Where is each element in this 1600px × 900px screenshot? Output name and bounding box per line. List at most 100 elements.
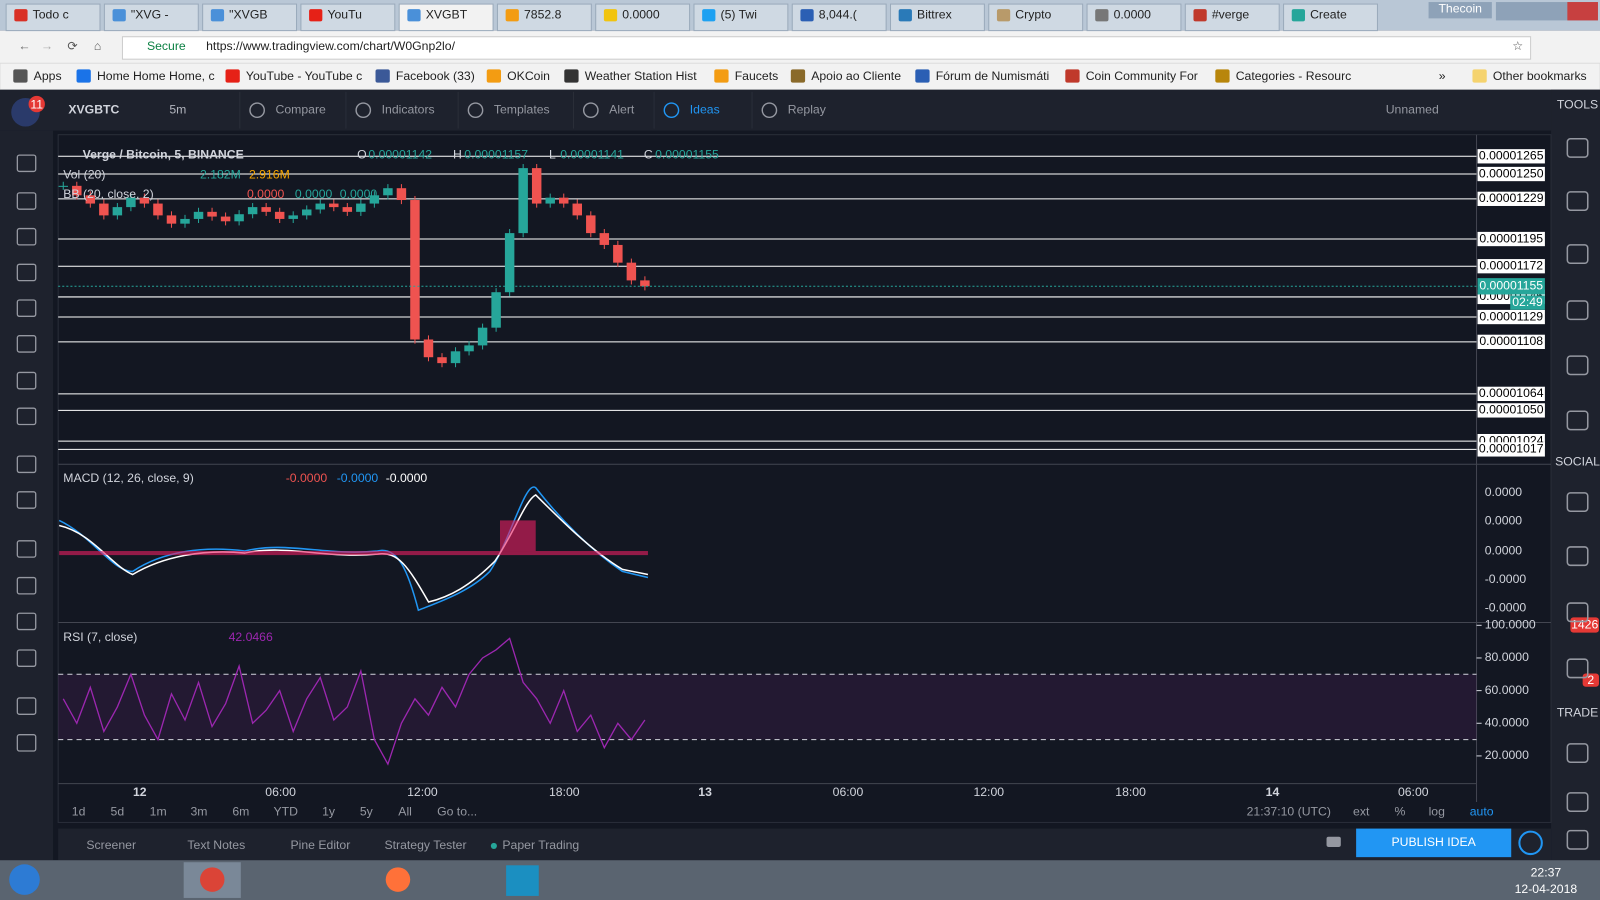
panel-icon[interactable]: [1566, 355, 1589, 376]
range-button[interactable]: YTD: [273, 804, 298, 818]
bookmark[interactable]: Fórum de Numismáti: [936, 69, 1050, 83]
price-tick-label: 0.00001195: [1479, 231, 1543, 245]
bookmark[interactable]: Categories - Resourc: [1236, 69, 1352, 83]
range-button[interactable]: 1y: [322, 804, 336, 818]
tab-icon: [309, 9, 323, 22]
start-button[interactable]: [9, 864, 40, 895]
bookmark[interactable]: »: [1439, 69, 1446, 83]
panel-icon[interactable]: [1566, 743, 1589, 764]
candle-body: [85, 195, 96, 204]
taskbar-app[interactable]: [506, 865, 539, 896]
status-item[interactable]: auto: [1470, 804, 1494, 818]
toolbar-item[interactable]: Alert: [609, 102, 635, 116]
tool-icon[interactable]: [16, 576, 37, 595]
tool-icon[interactable]: [16, 154, 37, 173]
toolbar-item[interactable]: Compare: [276, 102, 327, 116]
range-button[interactable]: 1d: [72, 804, 86, 818]
toolbar-item[interactable]: Ideas: [690, 102, 720, 116]
tab[interactable]: [202, 3, 298, 32]
bookmark[interactable]: Faucets: [735, 69, 779, 83]
back[interactable]: ←: [18, 39, 30, 53]
bookmark[interactable]: YouTube - YouTube c: [246, 69, 362, 83]
close-button[interactable]: [1567, 2, 1598, 21]
tool-icon[interactable]: [16, 491, 37, 509]
status-item[interactable]: log: [1429, 804, 1446, 818]
range-button[interactable]: 6m: [232, 804, 249, 818]
tool-icon[interactable]: [16, 455, 37, 474]
bottom-tab[interactable]: Paper Trading: [502, 838, 579, 852]
omnibox[interactable]: [121, 36, 1532, 60]
indicator-value: 42.0466: [229, 630, 273, 644]
forward[interactable]: →: [41, 39, 53, 53]
bookmark[interactable]: Other bookmarks: [1493, 69, 1587, 83]
home[interactable]: ⌂: [94, 39, 101, 53]
range-button[interactable]: 3m: [190, 804, 207, 818]
panel-icon[interactable]: [1566, 410, 1589, 431]
bookmark[interactable]: Apoio ao Cliente: [811, 69, 901, 83]
tool-icon[interactable]: [16, 299, 37, 317]
panel-icon[interactable]: [1566, 829, 1589, 850]
tool-icon[interactable]: [16, 649, 37, 667]
toolbar-item[interactable]: Templates: [494, 102, 550, 116]
candle-body: [410, 200, 420, 340]
panel-icon[interactable]: [1566, 244, 1589, 265]
indicator-value: 0.0000: [295, 187, 333, 201]
panel-icon[interactable]: [1566, 138, 1589, 158]
chrome-icon[interactable]: [200, 867, 225, 892]
status-item[interactable]: ext: [1353, 804, 1370, 818]
bookmark[interactable]: Coin Community For: [1086, 69, 1198, 83]
range-button[interactable]: 1m: [150, 804, 167, 818]
last-price-label: 0.00001155: [1479, 279, 1543, 293]
tool-icon[interactable]: [16, 540, 37, 558]
indicator-name: BB (20, close, 2): [63, 187, 153, 201]
tool-icon[interactable]: [16, 612, 37, 631]
toolbar-icon: [249, 102, 265, 119]
tool-icon[interactable]: [16, 407, 37, 426]
firefox-icon[interactable]: [385, 867, 411, 892]
badge: 11: [30, 97, 43, 111]
bookmark[interactable]: Facebook (33): [396, 69, 475, 83]
tool-icon[interactable]: [16, 263, 37, 282]
tool-icon[interactable]: [16, 192, 37, 210]
bookmark[interactable]: Home Home Home, c: [97, 69, 215, 83]
price-label-box: [1477, 149, 1545, 164]
layout-name[interactable]: Unnamed: [1386, 102, 1439, 116]
range-button[interactable]: Go to...: [437, 804, 477, 818]
panel-icon[interactable]: [1566, 191, 1589, 211]
interval[interactable]: 5m: [169, 102, 186, 116]
range-button[interactable]: 5d: [111, 804, 125, 818]
panel-icon[interactable]: [1566, 546, 1589, 567]
panel-icon[interactable]: [1566, 300, 1589, 321]
candle-body: [112, 207, 123, 216]
panel-icon[interactable]: [1566, 792, 1589, 812]
tab[interactable]: [496, 3, 592, 32]
toolbar-item[interactable]: Indicators: [382, 102, 435, 116]
star[interactable]: ☆: [1512, 39, 1523, 53]
status-item[interactable]: %: [1395, 804, 1406, 818]
panel-icon[interactable]: [1566, 602, 1589, 623]
bottom-tab[interactable]: Strategy Tester: [384, 838, 466, 852]
ohlc-value: 0.00001155: [655, 147, 719, 161]
panel-icon[interactable]: [1566, 492, 1589, 512]
bookmark[interactable]: Apps: [34, 69, 62, 83]
candle-body: [153, 203, 163, 216]
reload[interactable]: ⟳: [67, 39, 77, 53]
bottom-tab[interactable]: Pine Editor: [290, 838, 350, 852]
bottom-tab[interactable]: Text Notes: [187, 838, 245, 852]
tool-icon[interactable]: [16, 697, 37, 715]
toolbar-item[interactable]: Replay: [788, 102, 827, 116]
symbol[interactable]: XVGBTC: [68, 102, 119, 116]
bookmark[interactable]: Weather Station Hist: [585, 69, 698, 83]
tool-icon[interactable]: [16, 734, 37, 752]
replay-button[interactable]: [1518, 830, 1543, 856]
bottom-tab[interactable]: Screener: [86, 838, 136, 852]
range-button[interactable]: All: [398, 804, 412, 818]
range-button[interactable]: 5y: [360, 804, 374, 818]
bookmark[interactable]: OKCoin: [507, 69, 550, 83]
tool-icon[interactable]: [16, 371, 37, 390]
tool-icon[interactable]: [16, 335, 37, 353]
publish-button[interactable]: [1356, 828, 1512, 858]
panel-icon[interactable]: [1566, 658, 1589, 679]
snapshot-icon[interactable]: [1326, 836, 1341, 847]
tool-icon[interactable]: [16, 227, 37, 246]
